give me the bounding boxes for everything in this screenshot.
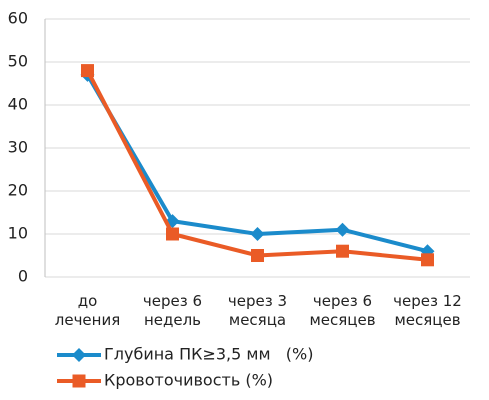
y-tick-label: 50 xyxy=(8,52,28,71)
legend-marker xyxy=(72,374,86,388)
y-tick-label: 40 xyxy=(8,95,28,114)
data-point xyxy=(250,227,265,241)
y-tick-label: 20 xyxy=(8,181,28,200)
x-tick-label: до лечения xyxy=(54,292,121,329)
data-point xyxy=(336,244,349,258)
x-tick-label: через 12 месяцев xyxy=(393,292,462,329)
series-line xyxy=(85,73,428,254)
data-point xyxy=(421,253,434,267)
x-tick-label: через 6 месяцев xyxy=(309,292,376,329)
legend-marker xyxy=(72,348,86,362)
y-tick-label: 10 xyxy=(8,224,28,243)
data-point xyxy=(420,244,435,259)
data-point xyxy=(81,64,94,78)
y-tick-label: 0 xyxy=(18,267,28,286)
legend-label: Глубина ПК≥3,5 мм (%) xyxy=(104,345,313,364)
data-point xyxy=(251,249,264,262)
legend-label: Кровоточивость (%) xyxy=(104,371,273,390)
data-point xyxy=(335,222,350,237)
x-tick-label: через 3 месяца xyxy=(227,292,288,329)
data-point xyxy=(166,227,179,241)
y-tick-label: 30 xyxy=(8,138,28,157)
x-tick-label: через 6 недель xyxy=(142,292,203,329)
y-tick-label: 60 xyxy=(8,9,28,28)
